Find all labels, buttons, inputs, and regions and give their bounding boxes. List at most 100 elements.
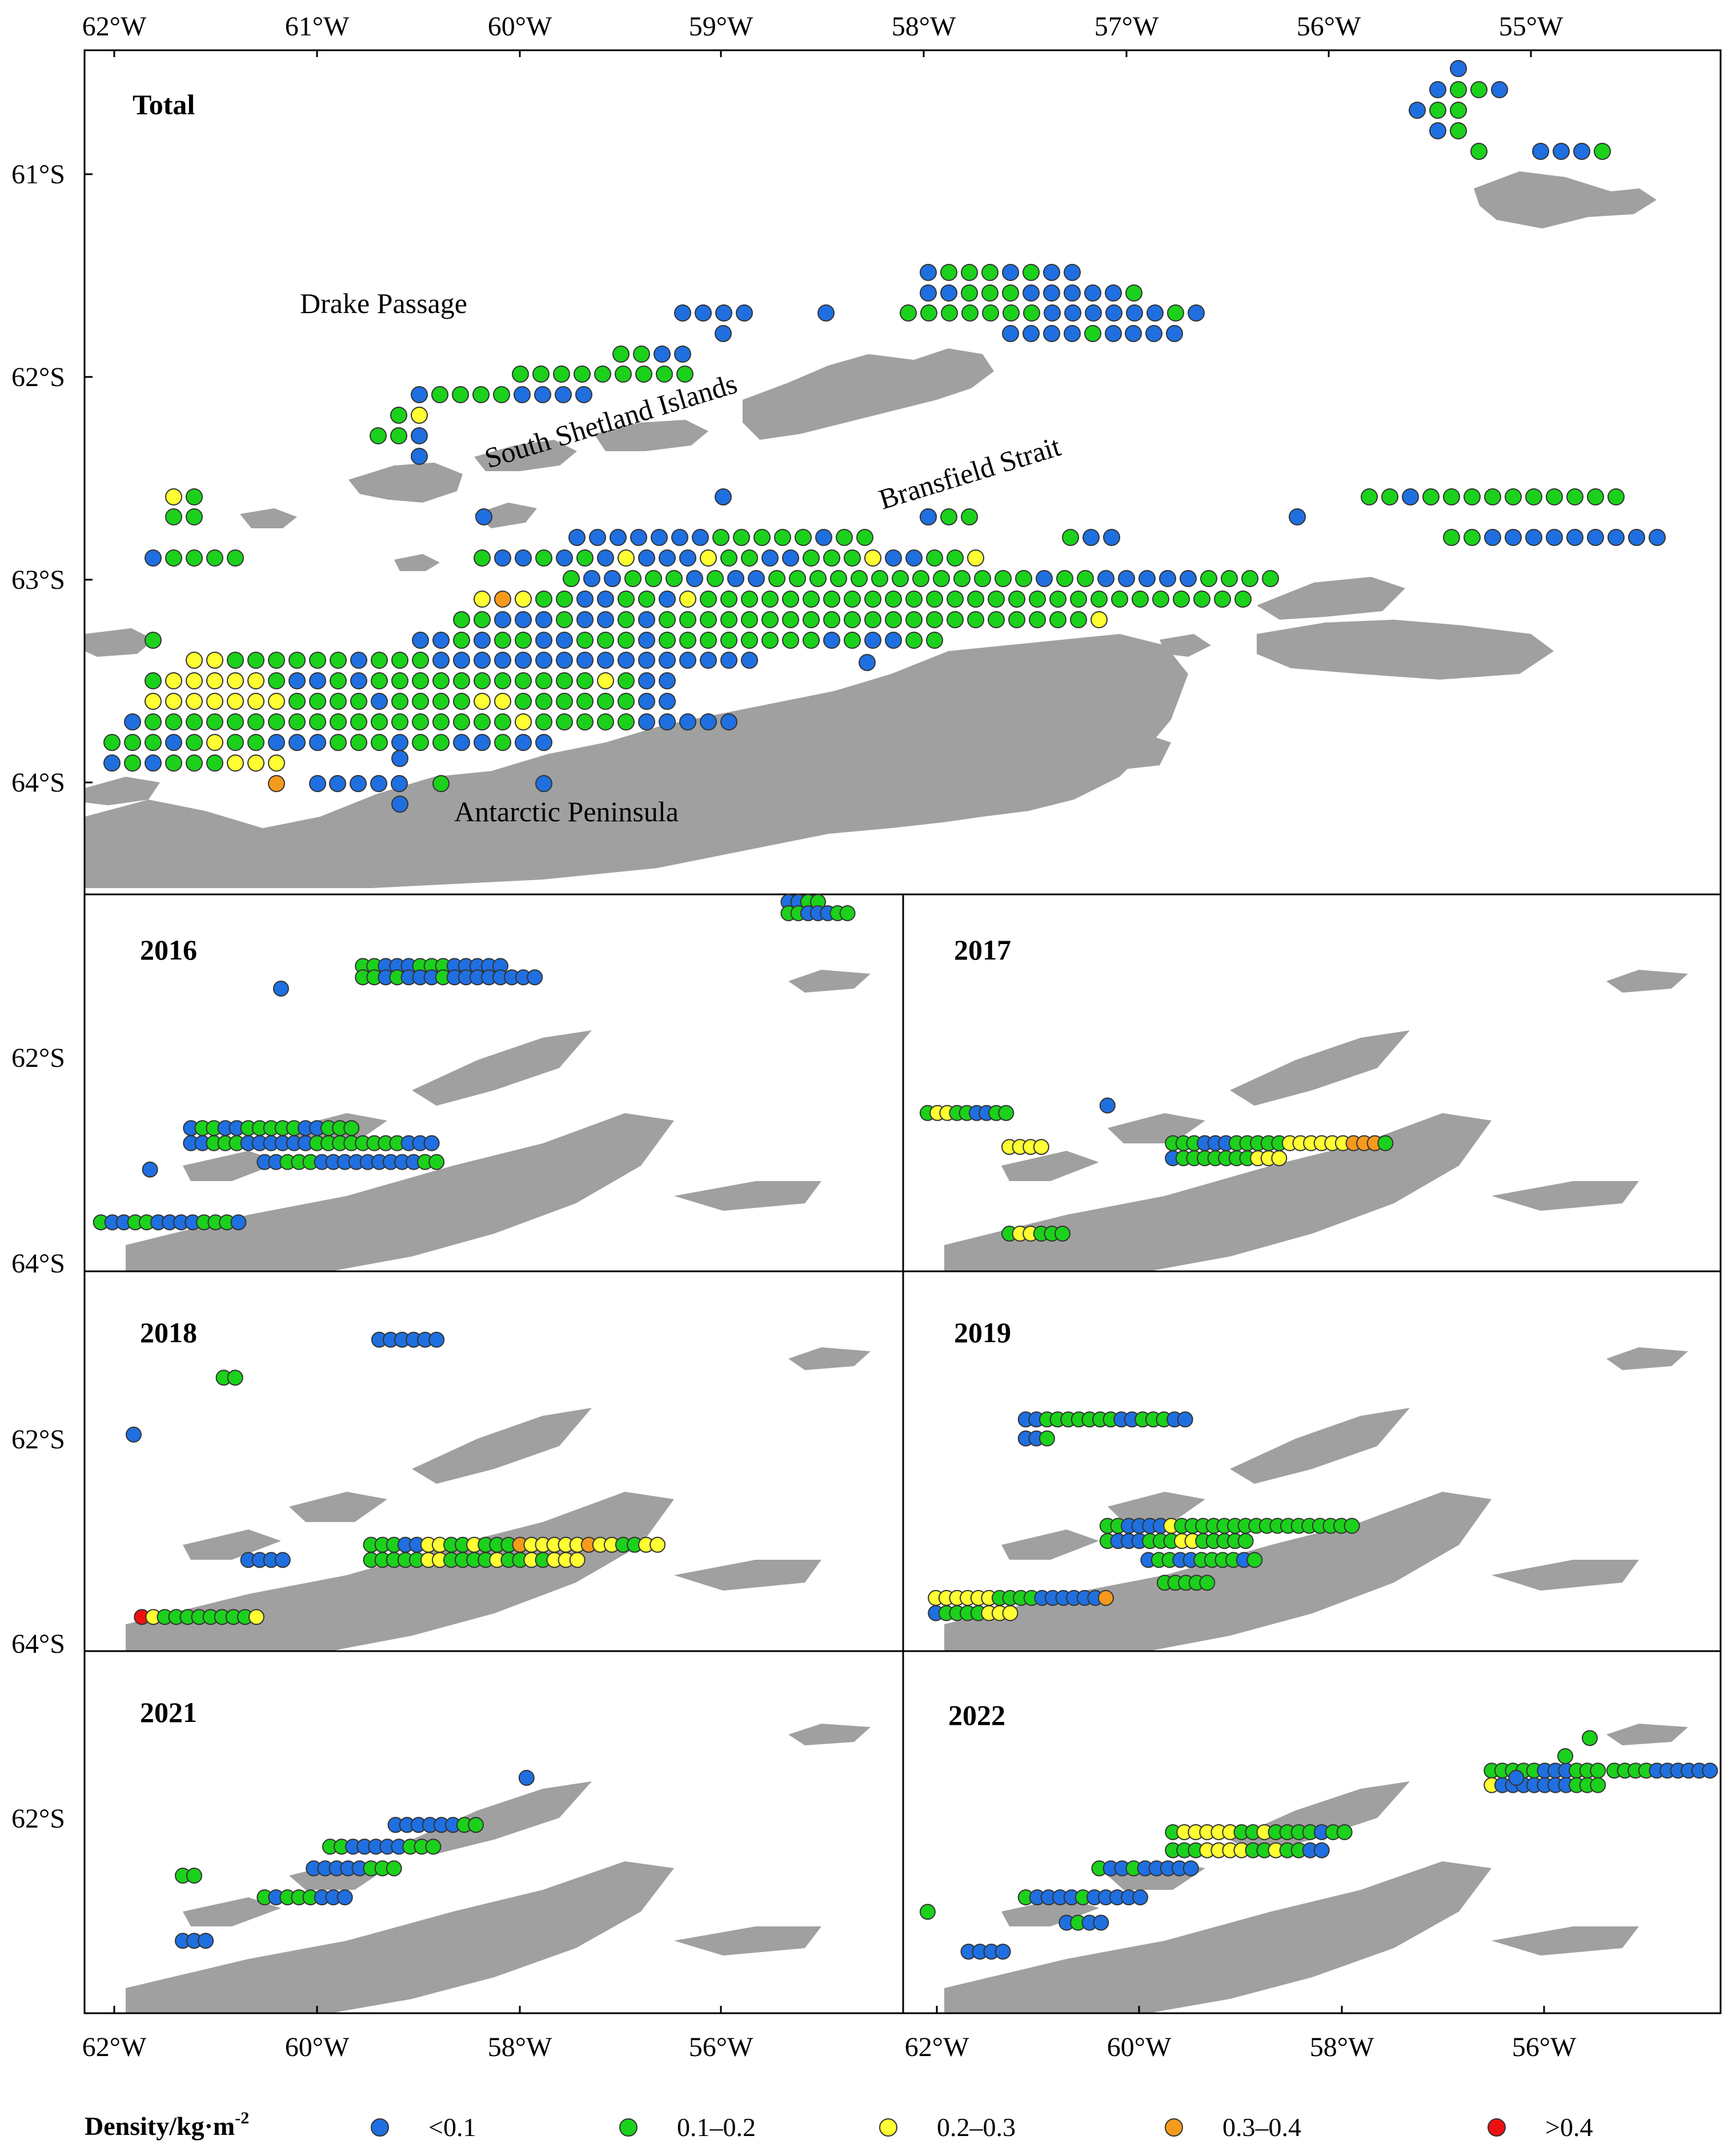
station-point [700,713,717,730]
station-point [391,693,408,710]
station-point [1587,488,1604,505]
station-point [1532,143,1549,160]
station-point [859,654,876,671]
station-point [474,591,491,608]
station-point [610,529,627,546]
legend-label: >0.4 [1545,2113,1593,2142]
station-point [329,775,346,792]
station-point [761,611,779,628]
station-point [1105,325,1122,342]
station-point [782,591,799,608]
station-point [1336,1824,1353,1840]
station-point [926,632,943,649]
station-point [920,304,937,322]
station-point [343,1120,360,1137]
station-point [761,549,779,567]
panel-land-shape [944,1492,1492,1651]
station-point [391,796,408,813]
station-point [982,304,999,322]
station-point [186,693,203,710]
station-point [1470,143,1488,160]
station-point [741,591,758,608]
station-point [390,427,407,444]
station-point [995,570,1012,587]
station-point [1055,1226,1071,1242]
station-point [741,611,758,628]
station-point [227,549,244,567]
panel-land-shape [944,1861,1492,2013]
station-point [618,611,635,628]
station-point [494,652,511,669]
station-point [638,591,655,608]
station-point [268,754,285,772]
station-point [844,591,861,608]
station-point [432,734,450,751]
station-point [1450,60,1467,77]
station-point [165,488,182,505]
station-point [1214,591,1231,608]
station-point [563,570,580,587]
station-point [1105,304,1122,322]
station-point [1097,570,1114,587]
station-point [618,652,635,669]
station-point [1070,611,1087,628]
station-point [920,284,937,302]
station-point [659,611,676,628]
station-point [809,570,827,587]
station-point [597,549,614,567]
station-point [474,652,491,669]
station-point [428,1331,445,1348]
ssi-island-land-6 [394,554,440,571]
total-lon-tick-labels: 62°W 61°W 60°W 59°W 58°W 57°W 56°W 55°W [82,11,1563,57]
station-point [1084,325,1101,342]
station-point [817,304,835,322]
station-point [1125,325,1142,342]
station-point [1450,102,1467,119]
station-point [474,693,491,710]
station-point [844,632,861,649]
panel-land [126,1724,871,2013]
station-point [474,672,491,689]
station-point [165,693,182,710]
station-point [165,549,182,567]
station-point [527,969,543,986]
lon-tick-label: 62°W [905,2032,969,2062]
station-point [432,652,450,669]
station-point [1064,264,1081,281]
station-point [782,632,799,649]
station-point [679,713,696,730]
station-point [1381,488,1398,505]
station-point [515,591,532,608]
panel-land-shape [674,1560,821,1591]
station-point [1126,304,1143,322]
station-point [371,652,388,669]
station-point [656,366,673,383]
station-point [350,775,367,792]
station-point [494,611,511,628]
station-point [1182,1860,1199,1877]
station-point [659,591,676,608]
station-point [844,611,861,628]
station-point [423,1135,440,1151]
station-point [475,508,492,525]
station-point [665,570,683,587]
legend-label: 0.2–0.3 [937,2113,1016,2142]
station-point [940,264,957,281]
station-point [515,549,532,567]
panel-land-shape [788,1347,871,1370]
station-point [186,652,203,669]
station-point [961,264,978,281]
station-point [494,549,511,567]
station-point [1146,304,1164,322]
station-point [432,632,450,649]
station-point [618,713,635,730]
station-point [981,284,999,302]
station-point [142,1161,158,1178]
station-point [1070,591,1087,608]
station-point [1241,570,1258,587]
station-point [974,570,991,587]
station-point [391,775,408,792]
panel-land-shape [126,1113,674,1271]
station-point [753,529,771,546]
station-point [1180,570,1197,587]
